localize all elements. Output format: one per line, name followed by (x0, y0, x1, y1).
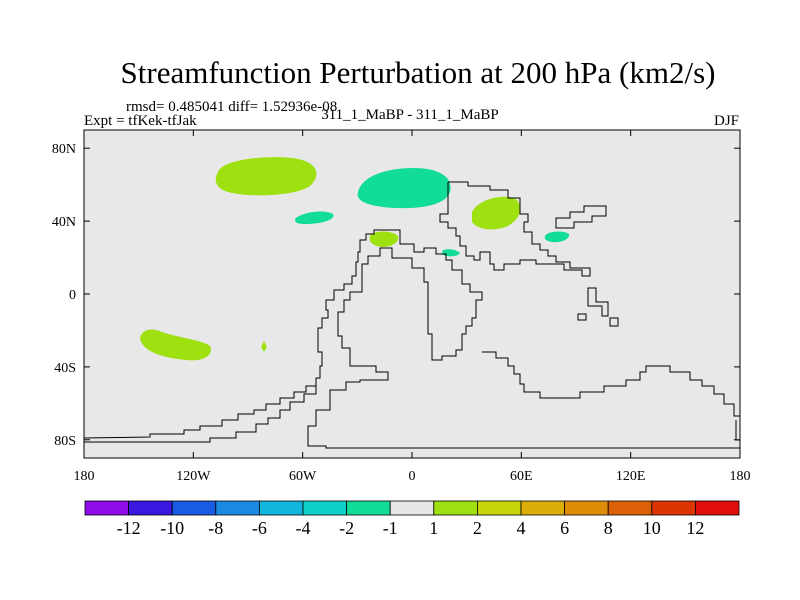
right-label: DJF (714, 113, 739, 129)
coastline-australia (482, 351, 740, 417)
colorbar-label: -10 (160, 518, 184, 538)
coastline-japan (555, 205, 607, 229)
colorbar-label: 2 (473, 518, 482, 538)
lon-tick-label: 120W (176, 469, 211, 484)
colorbar-swatch (128, 500, 173, 516)
latitude-ticks: 80N 40N 0 40S 80S (52, 142, 740, 449)
colorbar-swatch (651, 500, 696, 516)
anomaly-negative-india (544, 231, 570, 243)
colorbar-swatch (433, 500, 478, 516)
colorbar-swatch (258, 500, 304, 516)
anomaly-positive-small-dot (261, 341, 267, 352)
lat-tick-label: 80N (52, 142, 76, 157)
colorbar-swatch (215, 500, 260, 516)
colorbar-swatch (607, 500, 653, 516)
anomaly-positive-north-atlantic (215, 157, 317, 196)
map-panel: 180 120W 60W 0 60E 120E 180 80N 40N 0 40S 80S (52, 129, 751, 484)
center-label: 311_1_MaBP - 311_1_MaBP (321, 107, 499, 123)
anomaly-negative-europe (357, 168, 451, 209)
lat-tick-label: 80S (54, 434, 76, 449)
anomaly-negative-central-atlantic (295, 211, 334, 224)
colorbar-swatch (346, 500, 391, 516)
colorbar-swatch (476, 500, 522, 516)
colorbar-label: 4 (517, 518, 526, 538)
colorbar-label: 12 (686, 518, 704, 538)
lat-tick-label: 40S (54, 361, 76, 376)
longitude-ticks: 180 120W 60W 0 60E 120E 180 (74, 130, 751, 484)
colorbar-swatch (564, 500, 609, 516)
lon-tick-label: 60E (510, 469, 533, 484)
lon-tick-label: 180 (730, 469, 751, 484)
colorbar-label: -4 (296, 518, 311, 538)
colorbar-label: 8 (604, 518, 613, 538)
anomaly-positive-central-asia (472, 196, 521, 230)
colorbar: -12 -10 -8 -6 -4 -2 -1 1 2 4 6 8 10 12 (84, 500, 740, 538)
lat-tick-label: 0 (69, 288, 76, 303)
lat-tick-label: 40N (52, 215, 76, 230)
colorbar-label: 6 (560, 518, 569, 538)
colorbar-swatch (389, 500, 435, 516)
left-label: Expt = tfKek-tfJak (84, 113, 197, 129)
stats-line: rmsd= 0.485041 diff= 1.52936e-08 (126, 99, 337, 115)
coastline-americas-africa (83, 229, 740, 449)
coastline (83, 181, 740, 449)
colorbar-swatch (171, 500, 217, 516)
lon-tick-label: 120E (616, 469, 646, 484)
plot-title: Streamfunction Perturbation at 200 hPa (… (121, 55, 716, 90)
colorbar-label: -6 (252, 518, 267, 538)
colorbar-swatch (302, 500, 347, 516)
anomaly-positive-mediterranean (369, 231, 399, 247)
anomaly-positive-south-pacific (140, 329, 211, 361)
coastline-indonesia (577, 313, 619, 327)
colorbar-swatch (520, 500, 565, 516)
colorbar-label: 10 (643, 518, 661, 538)
colorbar-swatch (84, 500, 129, 516)
colorbar-swatch (695, 500, 740, 516)
coastline-south-america-east (84, 386, 317, 443)
colorbar-label: 1 (429, 518, 438, 538)
colorbar-label: -1 (383, 518, 398, 538)
colorbar-label: -12 (117, 518, 141, 538)
coastline-eurasia (439, 181, 591, 277)
lon-tick-label: 0 (409, 469, 416, 484)
lon-tick-label: 180 (74, 469, 95, 484)
coastline-southeast-asia (587, 287, 609, 317)
colorbar-label: -8 (208, 518, 223, 538)
colorbar-label: -2 (339, 518, 354, 538)
lon-tick-label: 60W (289, 469, 317, 484)
